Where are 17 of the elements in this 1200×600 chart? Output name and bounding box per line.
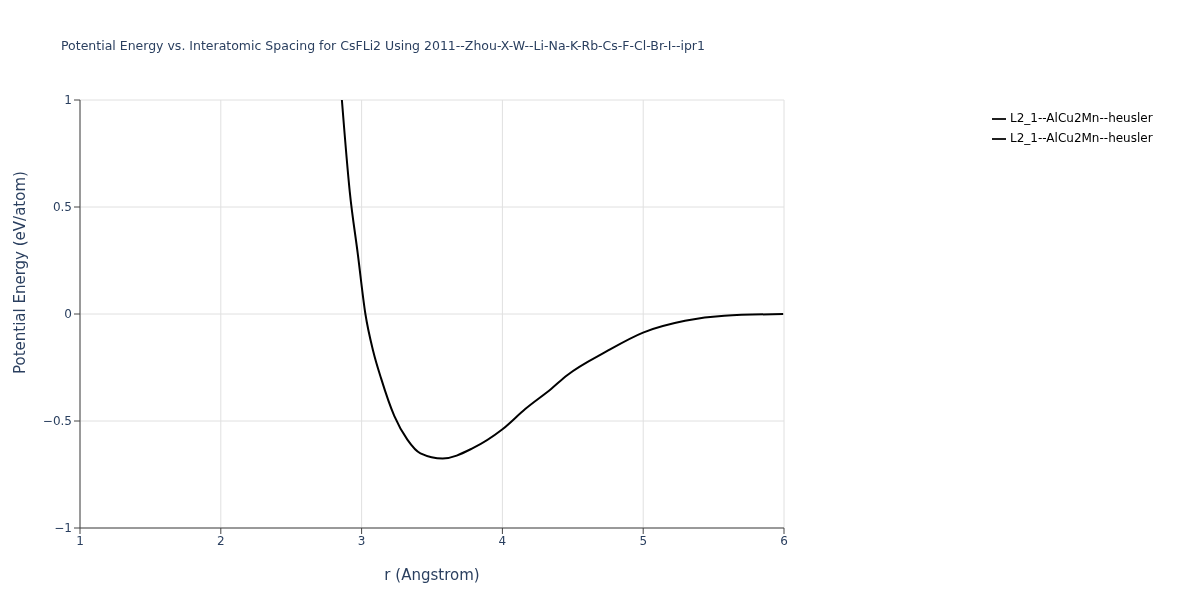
y-axis-title: Potential Energy (eV/atom) bbox=[11, 171, 30, 374]
x-tick-label: 5 bbox=[639, 533, 648, 548]
x-tick-label: 3 bbox=[357, 533, 366, 548]
legend-label: L2_1--AlCu2Mn--heusler bbox=[1010, 131, 1153, 145]
x-tick-label: 1 bbox=[76, 533, 84, 548]
line-series bbox=[340, 100, 784, 460]
x-axis-title: r (Angstrom) bbox=[384, 566, 480, 584]
x-tick-label: 2 bbox=[216, 533, 225, 548]
y-tick-label: −1 bbox=[54, 521, 72, 536]
y-tick-label: 0 bbox=[64, 307, 72, 322]
legend-label: L2_1--AlCu2Mn--heusler bbox=[1010, 111, 1153, 125]
y-tick-label: 0.5 bbox=[52, 200, 72, 215]
chart-title: Potential Energy vs. Interatomic Spacing for CsFLi2 Using 2011--Zhou-X-W--Li-Na-K-Rb-Cs-F-Cl-Br-I--ipr1 bbox=[61, 38, 705, 53]
y-tick-label: −0.5 bbox=[42, 414, 72, 429]
x-tick-label: 4 bbox=[498, 533, 507, 548]
x-tick-label: 6 bbox=[780, 533, 788, 548]
y-tick-label: 1 bbox=[64, 93, 72, 108]
